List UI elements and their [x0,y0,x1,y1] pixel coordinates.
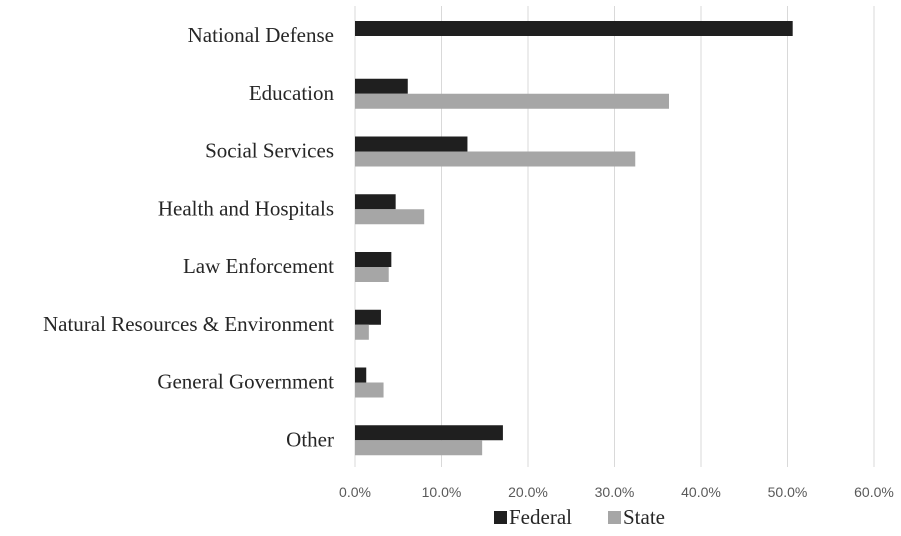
federal-bar [355,136,468,152]
x-tick-label: 0.0% [339,484,371,500]
federal-bar [355,78,408,94]
x-tick-label: 50.0% [768,484,808,500]
state-bar [355,382,384,398]
legend-label: Federal [509,505,572,529]
state-bar [355,324,369,340]
legend-swatch [608,511,621,524]
category-label: National Defense [188,23,334,47]
x-tick-label: 40.0% [681,484,721,500]
federal-bar [355,194,396,210]
federal-bar [355,252,392,267]
x-axis-tick-labels: 0.0% 10.0% 20.0% 30.0% 40.0% 50.0% 60.0% [339,484,894,500]
category-label: Law Enforcement [183,254,334,278]
state-bar [355,93,669,109]
category-label: Health and Hospitals [158,196,334,220]
gridlines [354,6,875,467]
legend: Federal State [494,505,665,529]
x-tick-label: 20.0% [508,484,548,500]
federal-bar [355,309,381,325]
category-label: Natural Resources & Environment [43,312,334,336]
category-label: Education [249,81,335,105]
state-bar [355,440,483,456]
x-tick-label: 60.0% [854,484,894,500]
federal-bar [355,21,793,36]
state-bar [355,151,636,167]
category-label: Social Services [205,139,334,163]
category-label: Other [286,427,334,451]
legend-label: State [623,505,665,529]
category-labels: National Defense Education Social Services… [43,23,335,451]
x-tick-label: 10.0% [422,484,462,500]
legend-swatch [494,511,507,524]
federal-bar [355,425,503,441]
bars [355,21,793,456]
state-bar [355,209,425,225]
x-tick-label: 30.0% [595,484,635,500]
state-bar [355,267,389,282]
category-label: General Government [157,370,334,394]
federal-bar [355,367,367,383]
